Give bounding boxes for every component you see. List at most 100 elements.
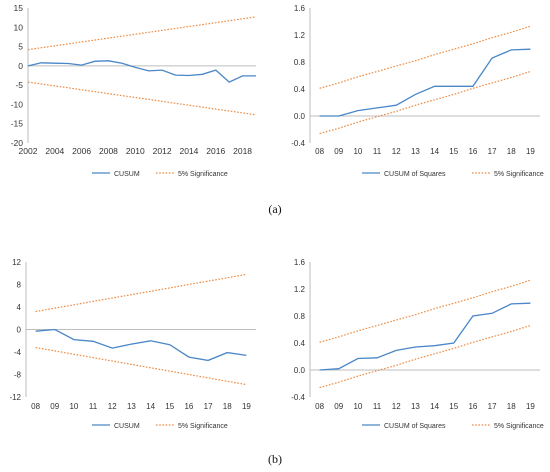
x-tick-label: 10 (69, 402, 78, 411)
x-tick-label: 13 (411, 402, 420, 411)
legend-label-significance: 5% Significance (494, 171, 544, 178)
chart-b-cusum-of-squares: 1.6 1.2 0.8 0.4 0.0 -0.4 08 09 10 11 12 13 14 15 16 17 1… (280, 252, 550, 437)
y-tick-label: 0.8 (294, 58, 306, 67)
y-tick-label: 1.6 (294, 4, 306, 13)
y-tick-label: 12 (12, 258, 21, 267)
legend-label-significance: 5% Significance (178, 171, 228, 178)
x-tick-label: 11 (89, 402, 98, 411)
chart-b-cusum-svg: 12 8 4 0 -4 -8 -12 08 09 10 11 12 13 14 15 16 17 18 19 CUSU… (9, 258, 256, 430)
y-tick-label: 1.2 (294, 31, 306, 40)
legend-label-significance: 5% Significance (178, 423, 228, 430)
y-tick-label: 15 (14, 3, 24, 13)
x-tick-label: 16 (468, 402, 477, 411)
x-tick-label: 16 (184, 402, 193, 411)
x-tick-label: 15 (449, 147, 458, 156)
legend: CUSUM 5% Significance (92, 171, 228, 178)
legend-label-main: CUSUM of Squares (384, 423, 446, 430)
y-tick-label: -4 (14, 348, 22, 357)
x-tick-label: 2016 (206, 146, 225, 156)
y-tick-label: -5 (15, 80, 23, 90)
series-line-main (319, 48, 531, 117)
x-tick-label: 2018 (233, 146, 252, 156)
y-tick-label: 0.4 (294, 339, 306, 348)
x-tick-label: 08 (315, 402, 324, 411)
chart-a-cusum-of-squares: 1.6 1.2 0.8 0.4 0.0 -0.4 08 09 10 11 12 13 14 15 16 17 1… (280, 0, 550, 185)
significance-upper-line (35, 273, 247, 313)
significance-upper-line (319, 25, 531, 89)
x-tick-label: 14 (430, 147, 439, 156)
x-tick-label: 15 (165, 402, 174, 411)
x-tick-label: 13 (127, 402, 136, 411)
y-tick-label: -8 (14, 371, 22, 380)
x-tick-label: 2004 (45, 146, 64, 156)
x-tick-label: 12 (392, 147, 401, 156)
chart-a-cusum: 15 10 5 0 -5 -10 -15 -20 2002 2004 2006 2008 2010 201… (0, 0, 270, 185)
y-tick-label: 5 (18, 42, 23, 52)
y-tick-label: -15 (11, 119, 24, 129)
x-tick-label: 09 (50, 402, 59, 411)
x-tick-label: 2010 (126, 146, 145, 156)
significance-lower-line (35, 346, 247, 386)
significance-upper-line (319, 279, 531, 343)
x-tick-label: 13 (411, 147, 420, 156)
chart-a-cusum-of-squares-svg: 1.6 1.2 0.8 0.4 0.0 -0.4 08 09 10 11 12 13 14 15 16 17 1… (291, 4, 544, 178)
x-tick-label: 2012 (153, 146, 172, 156)
y-tick-label: 0.0 (294, 112, 306, 121)
y-tick-label: 1.2 (294, 285, 306, 294)
panel-label-b: (b) (268, 452, 282, 466)
x-tick-label: 09 (334, 147, 343, 156)
x-tick-label: 08 (31, 402, 40, 411)
y-tick-label: 0 (17, 326, 22, 335)
y-tick-label: 0 (18, 61, 23, 71)
x-tick-label: 2006 (72, 146, 91, 156)
x-tick-label: 15 (449, 402, 458, 411)
legend: CUSUM of Squares 5% Significance (362, 171, 544, 178)
significance-lower-line (319, 324, 531, 389)
y-tick-label: 10 (14, 22, 24, 32)
y-tick-label: -0.4 (291, 393, 305, 402)
x-tick-label: 12 (392, 402, 401, 411)
legend-label-main: CUSUM (114, 423, 140, 430)
x-tick-label: 08 (315, 147, 324, 156)
legend-label-significance: 5% Significance (494, 423, 544, 430)
legend-label-main: CUSUM (114, 171, 140, 178)
legend: CUSUM 5% Significance (92, 423, 228, 430)
x-tick-label: 19 (526, 147, 535, 156)
x-tick-label: 2014 (179, 146, 198, 156)
significance-upper-line (27, 16, 257, 51)
y-tick-label: -20 (11, 138, 24, 148)
series-line-main (319, 302, 531, 371)
legend: CUSUM of Squares 5% Significance (362, 423, 544, 430)
y-tick-label: -0.4 (291, 139, 305, 148)
series-line-main (35, 328, 247, 362)
series-line-main (27, 60, 256, 83)
chart-b-cusum-of-squares-svg: 1.6 1.2 0.8 0.4 0.0 -0.4 08 09 10 11 12 13 14 15 16 17 1… (291, 258, 544, 430)
x-tick-label: 18 (223, 402, 232, 411)
y-tick-label: 8 (17, 281, 22, 290)
x-tick-label: 11 (373, 147, 382, 156)
x-tick-label: 17 (488, 402, 497, 411)
legend-label-main: CUSUM of Squares (384, 171, 446, 178)
x-tick-label: 10 (353, 402, 362, 411)
x-tick-label: 14 (146, 402, 155, 411)
panel-label-a: (a) (268, 202, 282, 216)
x-tick-label: 18 (507, 402, 516, 411)
y-tick-label: 1.6 (294, 258, 306, 267)
x-tick-label: 19 (242, 402, 251, 411)
x-tick-label: 16 (468, 147, 477, 156)
x-tick-label: 2002 (19, 146, 38, 156)
chart-b-cusum: 12 8 4 0 -4 -8 -12 08 09 10 11 12 13 14 15 16 17 18 19 CUSU… (0, 252, 270, 437)
x-tick-label: 09 (334, 402, 343, 411)
x-tick-label: 12 (108, 402, 117, 411)
y-tick-label: -10 (11, 99, 24, 109)
x-tick-label: 2008 (99, 146, 118, 156)
x-tick-label: 17 (204, 402, 213, 411)
x-tick-label: 19 (526, 402, 535, 411)
y-tick-label: 0.4 (294, 85, 306, 94)
y-tick-label: 0.0 (294, 366, 306, 375)
x-tick-label: 18 (507, 147, 516, 156)
significance-lower-line (27, 81, 257, 116)
x-tick-label: 14 (430, 402, 439, 411)
significance-lower-line (319, 70, 531, 135)
